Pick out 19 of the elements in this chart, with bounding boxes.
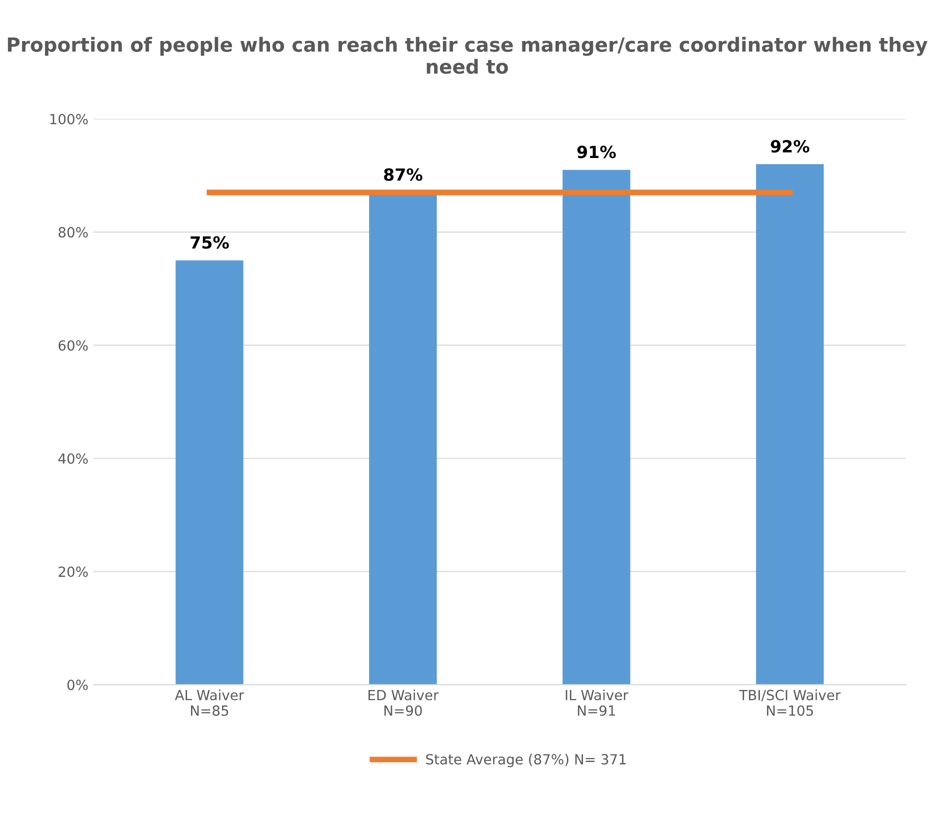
data-label: 92%	[770, 140, 810, 153]
y-tick-label: 20%	[58, 566, 88, 578]
y-tick-label: 40%	[58, 453, 88, 464]
data-label: 87%	[384, 168, 422, 181]
x-tick-label: IL Waiver N=91	[566, 690, 628, 716]
x-tick-label: ED Waiver N=90	[368, 690, 439, 716]
y-tick-label: 100%	[50, 114, 88, 124]
x-tick-label: AL Waiver N=85	[174, 690, 244, 716]
bar	[562, 170, 630, 685]
chart-title: Proportion of people who can reach their case manager/care coordinator when they need to	[8, 36, 928, 74]
y-tick-label: 60%	[58, 340, 88, 351]
legend-label: State Average (87%) N= 371	[426, 754, 626, 768]
y-tick-label: 80%	[58, 227, 88, 238]
y-tick-label: 0%	[67, 680, 88, 690]
bar	[176, 260, 244, 685]
data-label: 75%	[190, 236, 229, 249]
data-label: 91%	[577, 146, 616, 158]
bar	[756, 164, 824, 685]
x-tick-label: TBI/SCI Waiver N=105	[739, 690, 841, 716]
